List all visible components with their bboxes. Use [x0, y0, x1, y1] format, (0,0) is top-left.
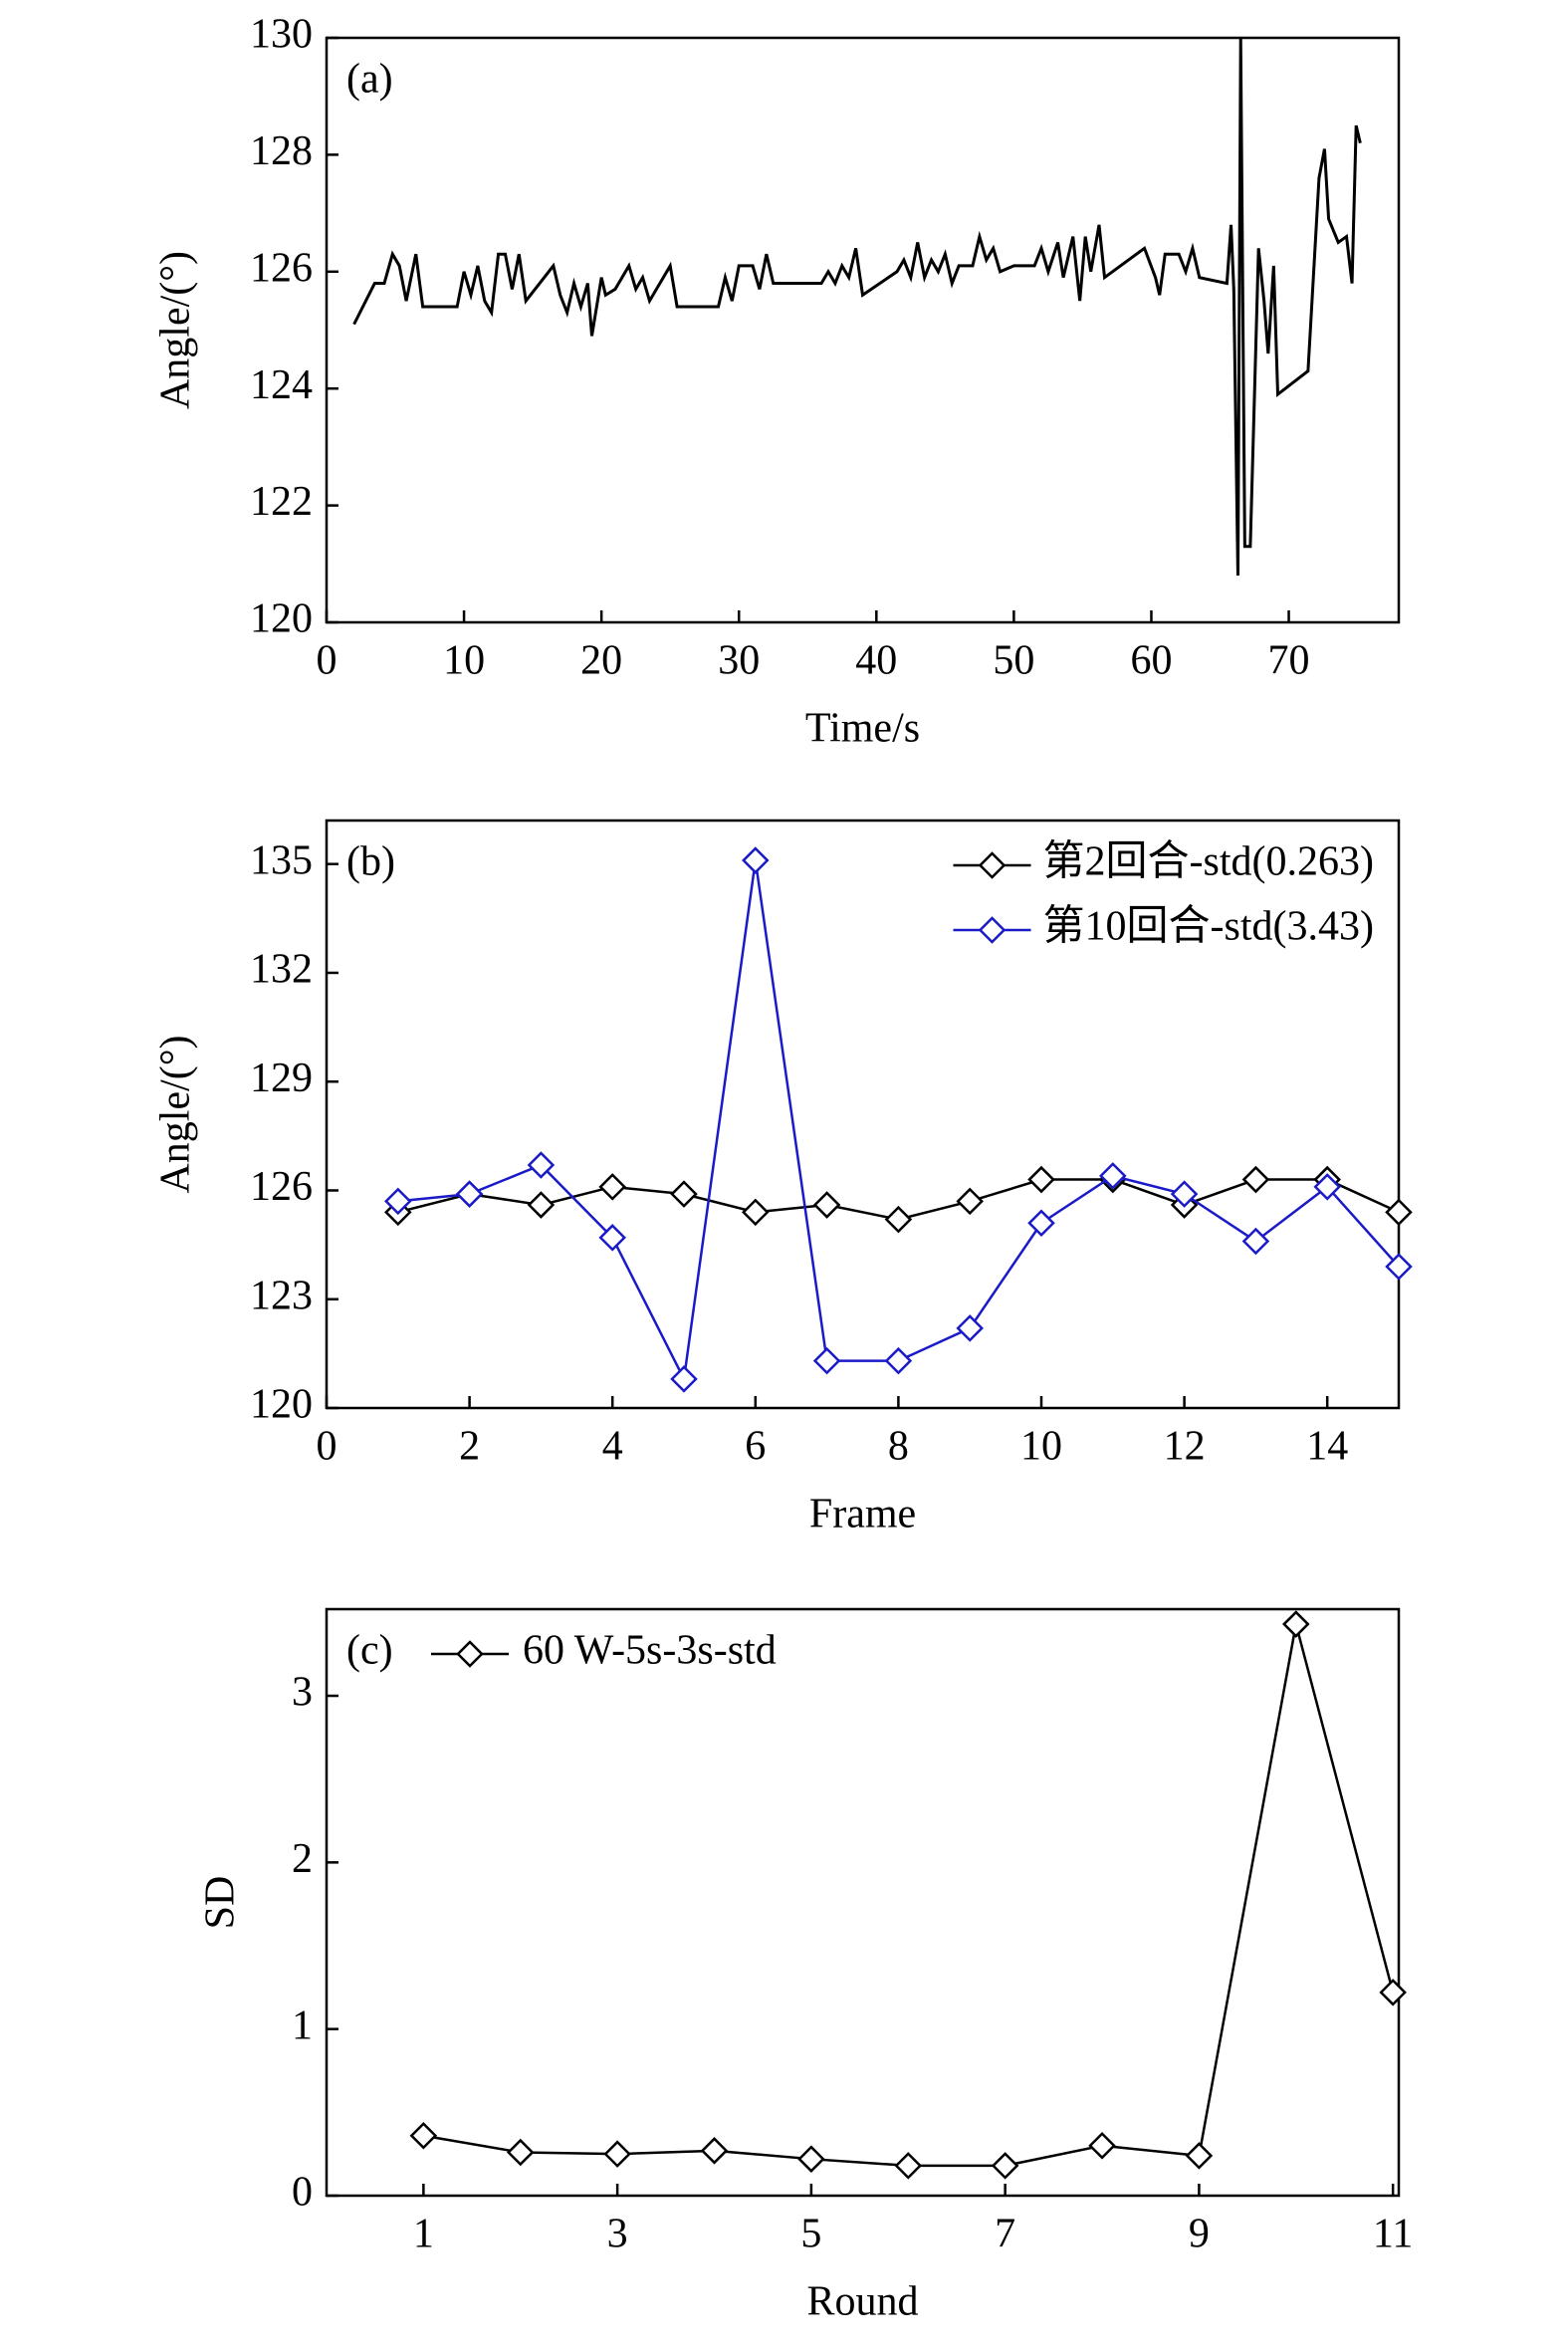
x-tick-label: 4 — [602, 1424, 623, 1470]
data-marker — [598, 1173, 626, 1201]
data-marker — [700, 2137, 729, 2165]
x-tick-label: 20 — [580, 638, 622, 684]
panel-annotation: (c) — [346, 1628, 393, 1674]
x-axis-label: Frame — [809, 1492, 916, 1537]
data-marker — [1170, 1180, 1199, 1208]
data-marker — [1027, 1209, 1055, 1238]
y-tick-label: 1 — [292, 2002, 313, 2048]
data-marker — [742, 1198, 770, 1227]
data-marker — [1385, 1253, 1413, 1281]
data-marker — [670, 1365, 698, 1393]
x-tick-label: 50 — [993, 638, 1034, 684]
x-tick-label: 1 — [413, 2212, 434, 2257]
y-axis-label: Angle/(°) — [153, 251, 199, 409]
data-marker — [1379, 1979, 1407, 2006]
y-tick-label: 128 — [250, 128, 313, 174]
data-marker — [956, 1187, 984, 1216]
data-marker — [527, 1191, 556, 1219]
data-marker — [1282, 1610, 1310, 1638]
x-tick-label: 11 — [1373, 2212, 1413, 2257]
panel-annotation: (b) — [346, 839, 395, 885]
data-marker — [1185, 2142, 1214, 2170]
data-marker — [742, 846, 770, 874]
x-tick-label: 0 — [317, 638, 337, 684]
data-marker — [812, 1191, 841, 1219]
x-tick-label: 3 — [607, 2212, 628, 2257]
plot-frame — [325, 36, 1401, 624]
y-tick-label: 0 — [292, 2170, 313, 2216]
data-marker — [455, 1180, 484, 1208]
data-line — [352, 37, 1362, 577]
x-tick-label: 70 — [1268, 638, 1310, 684]
legend-label: 60 W-5s-3s-std — [523, 1628, 777, 1674]
legend-label: 第2回合-std(0.263) — [1043, 839, 1374, 885]
x-tick-label: 6 — [745, 1424, 766, 1470]
panel-annotation: (a) — [346, 57, 393, 103]
x-tick-label: 40 — [855, 638, 897, 684]
legend-marker — [978, 916, 1007, 944]
data-marker — [991, 2152, 1019, 2180]
x-tick-label: 14 — [1306, 1424, 1348, 1470]
data-marker — [812, 1346, 841, 1375]
y-axis-label: Angle/(°) — [153, 1035, 199, 1193]
x-tick-label: 12 — [1164, 1424, 1206, 1470]
y-tick-label: 2 — [292, 1836, 313, 1882]
y-tick-label: 132 — [250, 947, 313, 993]
data-marker — [598, 1224, 626, 1252]
data-marker — [384, 1187, 412, 1216]
y-tick-label: 3 — [292, 1670, 313, 1716]
x-tick-label: 0 — [317, 1424, 337, 1470]
legend-marker — [978, 851, 1007, 879]
data-marker — [956, 1314, 984, 1342]
data-marker — [797, 2145, 825, 2173]
data-marker — [884, 1205, 913, 1234]
y-tick-label: 126 — [250, 245, 313, 291]
x-tick-label: 60 — [1130, 638, 1172, 684]
x-tick-label: 5 — [800, 2212, 821, 2257]
x-tick-label: 2 — [459, 1424, 480, 1470]
data-marker — [1027, 1165, 1055, 1194]
data-marker — [670, 1180, 698, 1208]
x-tick-label: 8 — [888, 1424, 909, 1470]
data-marker — [603, 2140, 631, 2168]
x-tick-label: 9 — [1189, 2212, 1210, 2257]
data-marker — [1088, 2132, 1116, 2160]
x-tick-label: 10 — [443, 638, 485, 684]
data-marker — [1241, 1227, 1270, 1256]
data-line — [423, 1623, 1395, 2168]
x-tick-label: 7 — [995, 2212, 1015, 2257]
data-marker — [884, 1346, 913, 1375]
data-marker — [409, 2121, 438, 2150]
x-tick-label: 10 — [1020, 1424, 1062, 1470]
y-axis-label: SD — [198, 1876, 244, 1930]
legend-marker — [456, 1640, 484, 1668]
legend-label: 第10回合-std(3.43) — [1043, 904, 1374, 950]
x-axis-label: Time/s — [805, 706, 920, 752]
x-tick-label: 30 — [718, 638, 760, 684]
data-marker — [1241, 1165, 1270, 1194]
y-tick-label: 129 — [250, 1056, 313, 1101]
data-marker — [1313, 1173, 1341, 1201]
y-tick-label: 122 — [250, 479, 313, 525]
data-marker — [1099, 1162, 1127, 1190]
data-marker — [506, 2138, 535, 2167]
x-axis-label: Round — [806, 2279, 918, 2325]
plot-frame — [325, 1607, 1401, 2198]
plot-frame — [325, 819, 1401, 1410]
data-marker — [1385, 1198, 1413, 1227]
data-marker — [894, 2152, 923, 2180]
y-tick-label: 135 — [250, 837, 313, 883]
y-tick-label: 120 — [250, 596, 313, 642]
y-tick-label: 120 — [250, 1382, 313, 1428]
y-tick-label: 130 — [250, 12, 313, 58]
y-tick-label: 126 — [250, 1164, 313, 1210]
data-marker — [527, 1151, 556, 1179]
y-tick-label: 124 — [250, 362, 313, 408]
y-tick-label: 123 — [250, 1273, 313, 1318]
